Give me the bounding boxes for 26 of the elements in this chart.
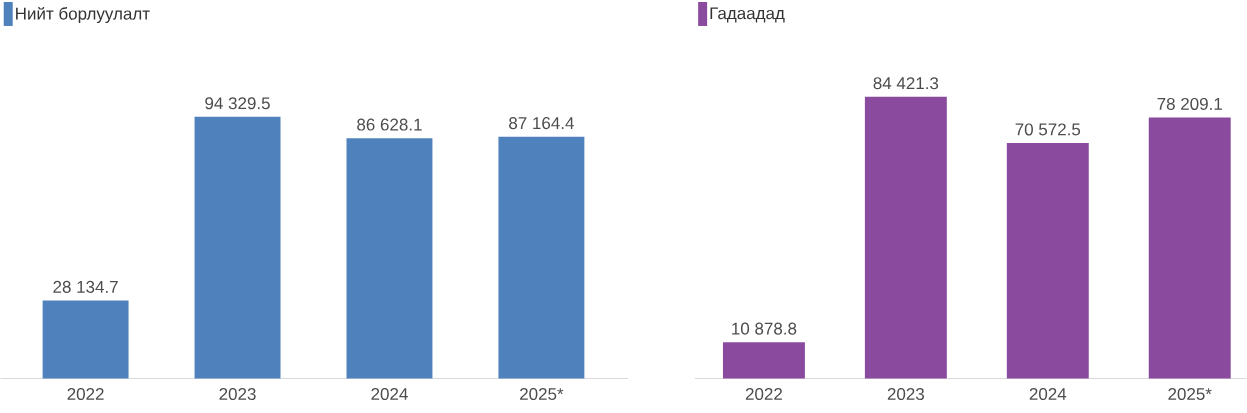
data-label: 78 209.1 bbox=[1157, 97, 1222, 110]
bar bbox=[498, 136, 585, 379]
x-tick-label: 2024 bbox=[371, 387, 408, 400]
x-tick-label: 2024 bbox=[1029, 387, 1067, 400]
x-tick-label: 2022 bbox=[67, 387, 104, 400]
data-label: 86 628.1 bbox=[357, 118, 422, 131]
legend-label: Нийт борлуулалт bbox=[16, 6, 150, 23]
data-label: 28 134.7 bbox=[53, 280, 118, 293]
data-label: 70 572.5 bbox=[1015, 123, 1081, 136]
bar bbox=[722, 341, 805, 379]
bar bbox=[864, 96, 947, 379]
x-tick-label: 2025* bbox=[1168, 387, 1212, 400]
data-label: 10 878.8 bbox=[732, 322, 797, 335]
bar bbox=[1006, 142, 1089, 379]
x-tick-label: 2023 bbox=[219, 387, 256, 400]
legend-label: Гадаадад bbox=[710, 7, 785, 23]
bar bbox=[346, 137, 433, 379]
bar bbox=[42, 300, 129, 379]
data-label: 84 421.3 bbox=[873, 76, 939, 89]
bar bbox=[1148, 117, 1231, 379]
data-label: 87 164.4 bbox=[509, 116, 574, 129]
bar bbox=[194, 116, 281, 379]
x-tick-label: 2023 bbox=[887, 387, 924, 400]
x-tick-label: 2022 bbox=[745, 387, 782, 400]
x-tick-label: 2025* bbox=[520, 387, 564, 400]
data-label: 94 329.5 bbox=[205, 97, 270, 110]
